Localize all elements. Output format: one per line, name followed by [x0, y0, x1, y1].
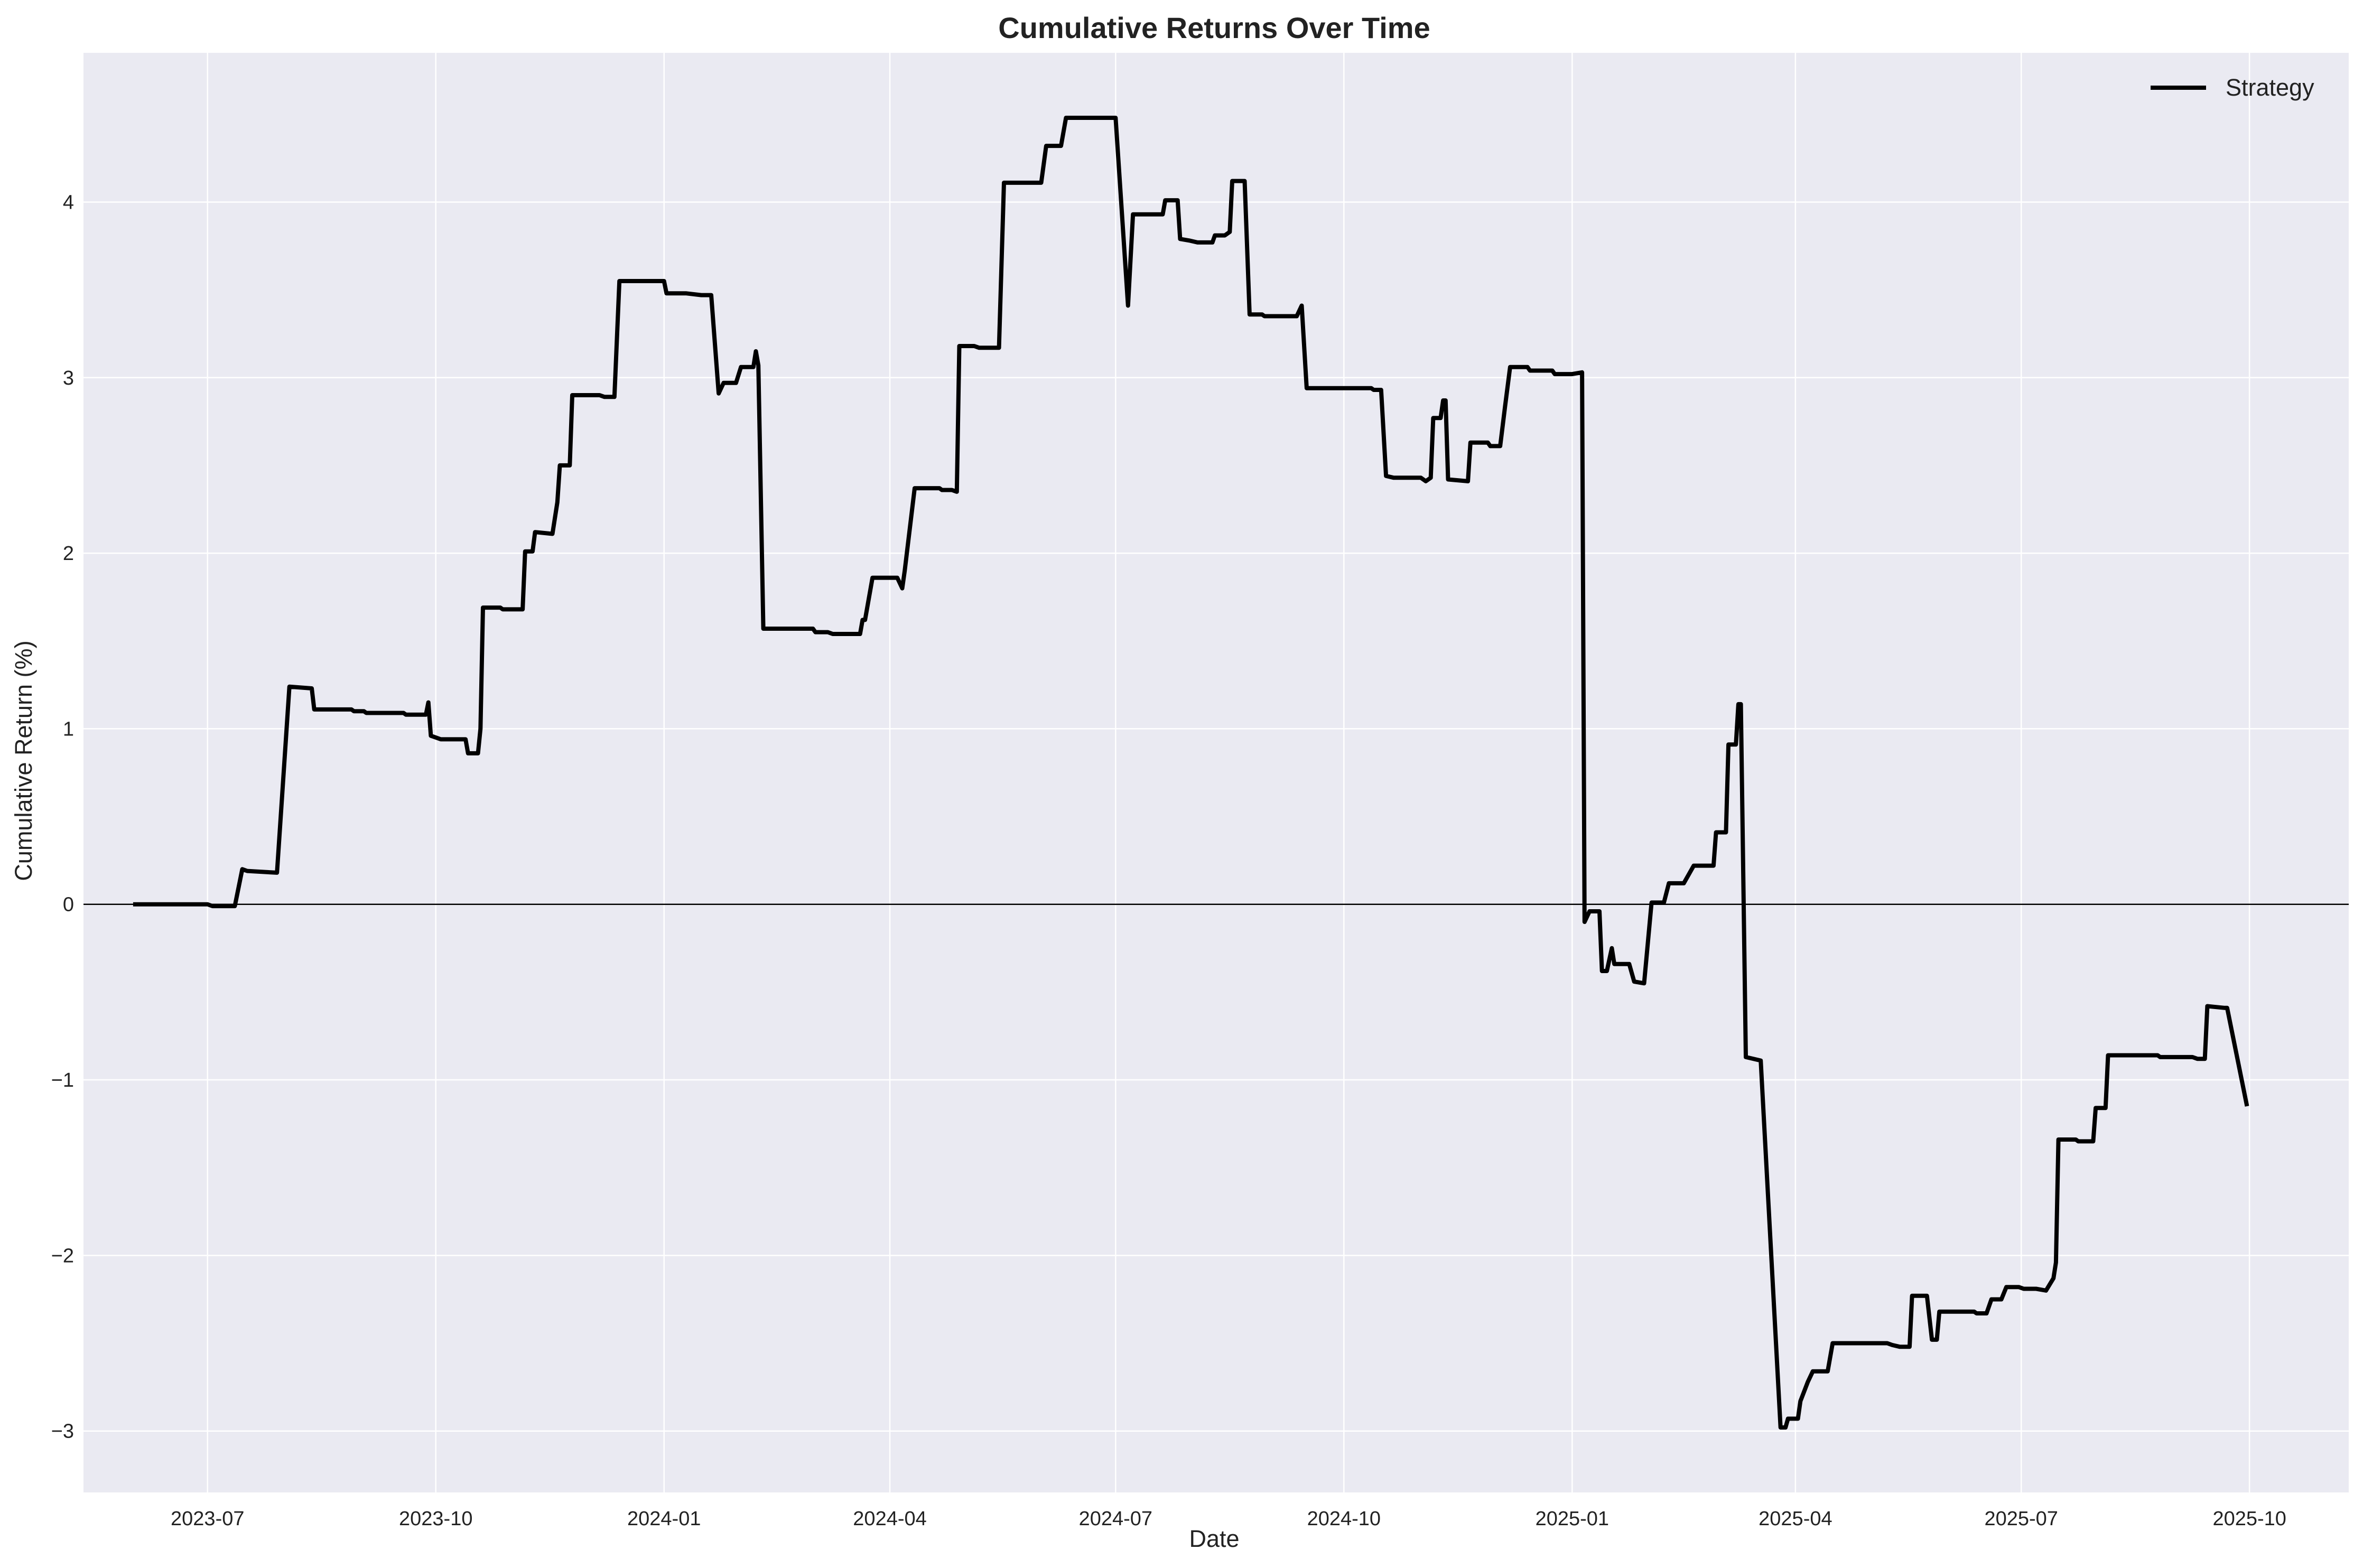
plot-area: [83, 53, 2349, 1492]
y-axis-label: Cumulative Return (%): [10, 640, 37, 881]
x-tick-labels: 2023-07 2023-10 2024-01 2024-04 2024-07 2024-…: [171, 1508, 2286, 1530]
y-tick-label: 1: [63, 718, 74, 740]
x-tick-label: 2024-04: [853, 1508, 926, 1530]
x-tick-label: 2025-07: [1984, 1508, 2058, 1530]
y-tick-label: −1: [51, 1069, 74, 1091]
x-tick-label: 2023-07: [171, 1508, 244, 1530]
chart-title: Cumulative Returns Over Time: [998, 11, 1430, 44]
x-tick-label: 2023-10: [399, 1508, 472, 1530]
y-tick-labels: −3 −2 −1 0 1 2 3 4: [51, 191, 74, 1442]
series-layer: [133, 116, 2249, 1430]
y-tick-label: 3: [63, 367, 74, 389]
legend: Strategy: [2151, 74, 2314, 101]
y-tick-label: 2: [63, 543, 74, 565]
y-tick-label: −2: [51, 1245, 74, 1267]
y-tick-label: 4: [63, 191, 74, 213]
legend-label-strategy: Strategy: [2226, 74, 2314, 101]
x-tick-label: 2024-07: [1079, 1508, 1152, 1530]
y-tick-label: −3: [51, 1421, 74, 1443]
y-tick-label: 0: [63, 894, 74, 916]
x-axis-label: Date: [1189, 1525, 1239, 1552]
series-line-strategy: [133, 116, 2249, 1430]
x-tick-label: 2025-04: [1759, 1508, 1832, 1530]
x-tick-label: 2024-10: [1307, 1508, 1381, 1530]
x-tick-label: 2025-10: [2212, 1508, 2286, 1530]
x-tick-label: 2024-01: [627, 1508, 701, 1530]
x-tick-label: 2025-01: [1536, 1508, 1609, 1530]
